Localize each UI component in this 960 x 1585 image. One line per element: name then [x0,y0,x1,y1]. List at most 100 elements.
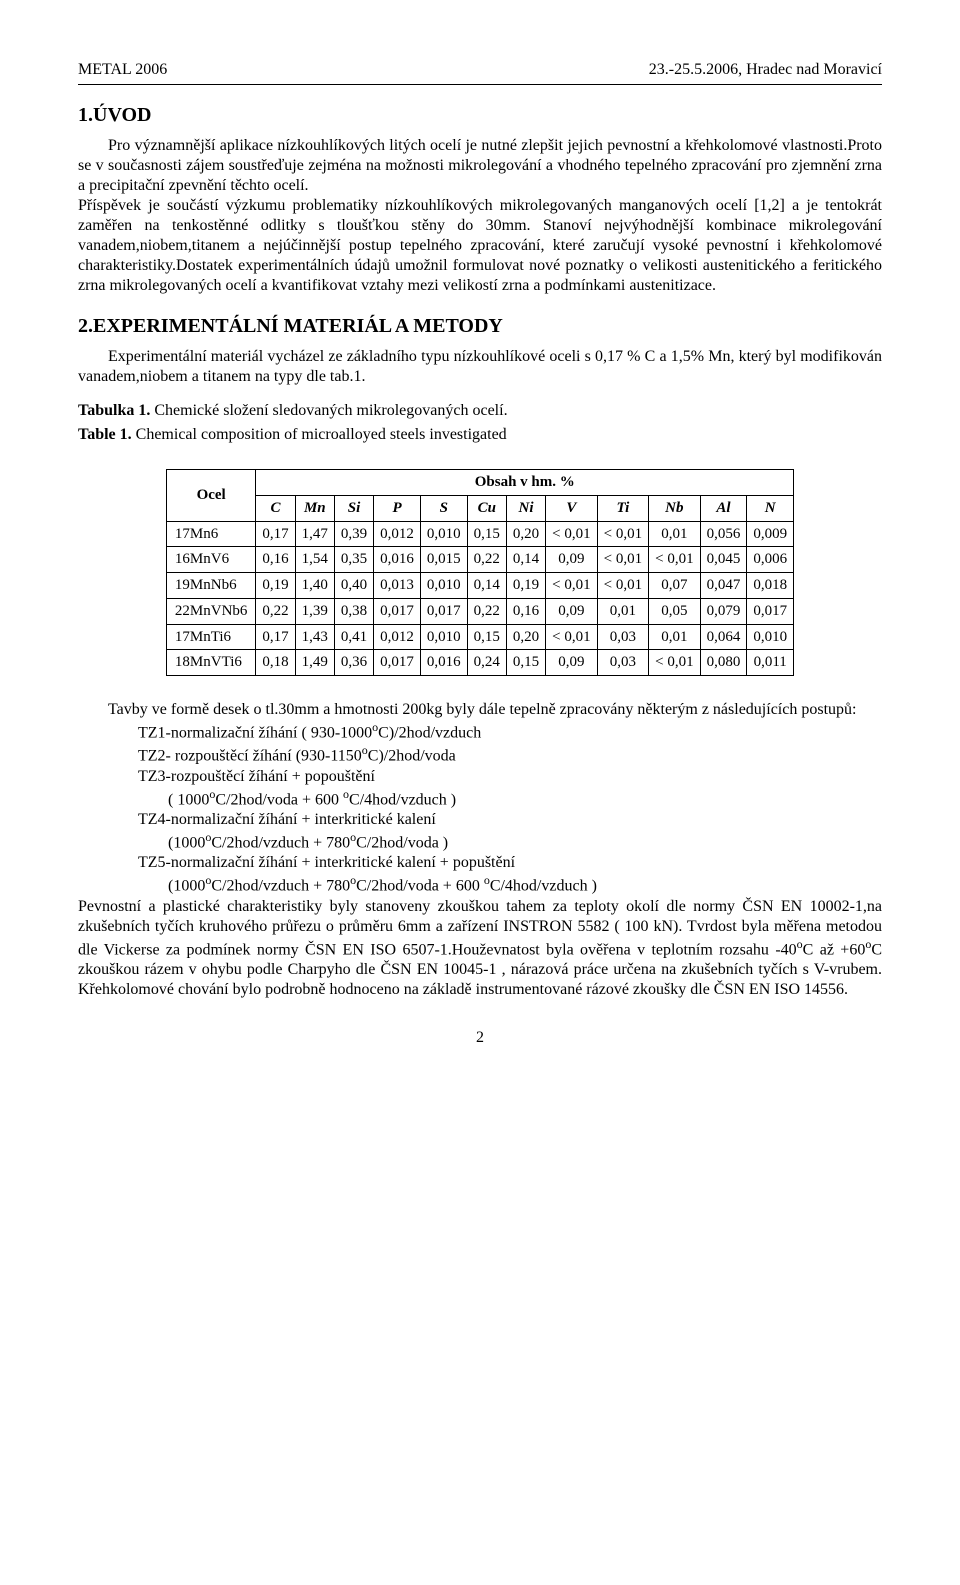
steel-name: 22MnVNb6 [166,598,256,624]
table-col-Al: Al [700,495,747,521]
table-cell: 1,43 [295,624,334,650]
table-cell: 0,03 [597,650,648,676]
table-cell: 0,17 [256,624,295,650]
table-cell: 0,14 [467,573,506,599]
table-cell: 0,20 [506,521,545,547]
table-cell: 0,22 [467,598,506,624]
table-col-Mn: Mn [295,495,334,521]
section-2-intro-text: Experimentální materiál vycházel ze zákl… [78,347,882,387]
tail2: C až +60 [803,941,866,958]
table-cell: 0,01 [597,598,648,624]
tz5-line2-c: C/2hod/voda + 600 [356,878,484,895]
table-caption-cz: Tabulka 1. Chemické složení sledovaných … [78,401,882,421]
table-col-N: N [747,495,794,521]
table-cell: 0,15 [467,624,506,650]
table-cell: 0,17 [256,521,295,547]
table-cell: 0,045 [700,547,747,573]
table-cell: 0,24 [467,650,506,676]
table-cell: 0,16 [256,547,295,573]
table-cell: < 0,01 [546,573,597,599]
table-row: 18MnVTi60,181,490,360,0170,0160,240,150,… [166,650,793,676]
tz1-a: TZ1-normalizační žíhání ( 930-1000 [138,724,372,741]
tz3-line2-b: C/2hod/voda + 600 [215,791,343,808]
table-caption-cz-bold: Tabulka 1. [78,402,150,419]
table-row: 19MnNb60,191,400,400,0130,0100,140,19< 0… [166,573,793,599]
tz4-line2-b: C/2hod/vzduch + 780 [211,834,350,851]
page-number: 2 [78,1028,882,1048]
table-cell: 0,36 [334,650,373,676]
tz5-line2-a: (1000 [168,878,205,895]
tz3-line2: ( 1000oC/2hod/voda + 600 oC/4hod/vzduch … [78,787,882,810]
table-caption-en-bold: Table 1. [78,426,132,443]
table-cell: < 0,01 [649,547,700,573]
table-cell: 0,15 [467,521,506,547]
table-cell: 1,40 [295,573,334,599]
tz5: TZ5-normalizační žíhání + interkritické … [78,853,882,873]
tz2-a: TZ2- rozpouštěcí žíhání (930-1150 [138,748,362,765]
table-col-C: C [256,495,295,521]
table-col-Si: Si [334,495,373,521]
table-cell: 0,18 [256,650,295,676]
tz4: TZ4-normalizační žíhání + interkritické … [78,810,882,830]
post-table-block: Tavby ve formě desek o tl.30mm a hmotnos… [78,700,882,1000]
steel-name: 17Mn6 [166,521,256,547]
table-cell: 0,010 [747,624,794,650]
table-cell: 1,39 [295,598,334,624]
tz1: TZ1-normalizační žíhání ( 930-1000oC)/2h… [78,720,882,743]
table-cell: 0,07 [649,573,700,599]
table-cell: 0,35 [334,547,373,573]
table-cell: 0,38 [334,598,373,624]
table-cell: 0,018 [747,573,794,599]
table-cell: 0,09 [546,547,597,573]
table-row: 17Mn60,171,470,390,0120,0100,150,20< 0,0… [166,521,793,547]
tz2-b: C)/2hod/voda [368,748,456,765]
post-table-lead: Tavby ve formě desek o tl.30mm a hmotnos… [78,700,882,720]
table-cell: 0,079 [700,598,747,624]
steel-name: 19MnNb6 [166,573,256,599]
table-cell: < 0,01 [597,547,648,573]
table-cell: 0,19 [506,573,545,599]
section-2-intro: Experimentální materiál vycházel ze zákl… [78,347,882,387]
table-cell: 0,047 [700,573,747,599]
table-cell: 0,010 [420,573,467,599]
page-header: METAL 2006 23.-25.5.2006, Hradec nad Mor… [78,60,882,80]
tail1: Pevnostní a plastické charakteristiky by… [78,898,882,958]
table-cell: 0,09 [546,598,597,624]
header-rule [78,84,882,85]
table-header-ocel: Ocel [166,470,256,522]
table-cell: < 0,01 [546,624,597,650]
table-col-Ti: Ti [597,495,648,521]
table-cell: 0,010 [420,521,467,547]
table-cell: 0,056 [700,521,747,547]
table-cell: < 0,01 [546,521,597,547]
table-cell: 1,49 [295,650,334,676]
section-1-para2: Příspěvek je součástí výzkumu problemati… [78,197,882,294]
steel-name: 17MnTi6 [166,624,256,650]
table-cell: 0,22 [256,598,295,624]
section-1-title: 1.ÚVOD [78,103,882,128]
table-cell: 1,47 [295,521,334,547]
table-cell: 0,080 [700,650,747,676]
table-cell: 0,41 [334,624,373,650]
table-caption-cz-rest: Chemické složení sledovaných mikrolegova… [150,402,507,419]
tz2: TZ2- rozpouštěcí žíhání (930-1150oC)/2ho… [78,743,882,766]
steel-name: 16MnV6 [166,547,256,573]
table-caption-en: Table 1. Chemical composition of microal… [78,425,882,445]
steel-name: 18MnVTi6 [166,650,256,676]
table-cell: 0,40 [334,573,373,599]
section-1-body: Pro významnější aplikace nízkouhlíkových… [78,136,882,296]
table-cell: 0,05 [649,598,700,624]
table-cell: < 0,01 [597,573,648,599]
composition-table: Ocel Obsah v hm. % CMnSiPSCuNiVTiNbAlN 1… [166,469,794,676]
table-col-P: P [374,495,421,521]
table-cell: 0,010 [420,624,467,650]
tz5-line2: (1000oC/2hod/vzduch + 780oC/2hod/voda + … [78,873,882,896]
table-row: 16MnV60,161,540,350,0160,0150,220,140,09… [166,547,793,573]
table-header-cols: CMnSiPSCuNiVTiNbAlN [166,495,793,521]
table-cell: 0,012 [374,521,421,547]
table-cell: 0,017 [374,650,421,676]
table-cell: 0,03 [597,624,648,650]
tz4-line2-a: (1000 [168,834,205,851]
table-cell: 0,016 [420,650,467,676]
table-cell: 0,01 [649,624,700,650]
